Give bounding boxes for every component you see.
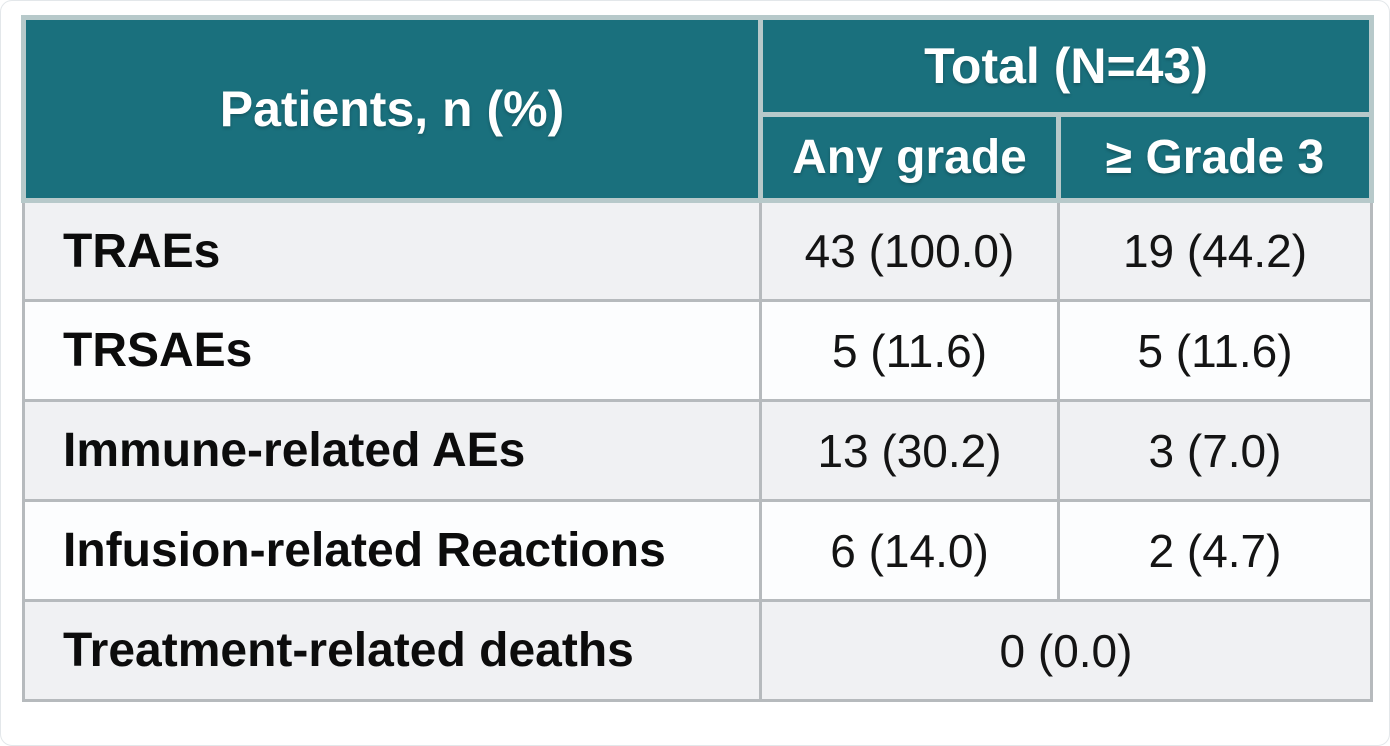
table-row-immune-related-aes: Immune-related AEs 13 (30.2) 3 (7.0) xyxy=(22,399,1373,502)
table-body: TRAEs 43 (100.0) 19 (44.2) TRSAEs 5 (11.… xyxy=(22,199,1373,702)
row-label: TRSAEs xyxy=(22,299,762,402)
row-label: Immune-related AEs xyxy=(22,399,762,502)
grade-3-plus-value: 3 (7.0) xyxy=(1057,399,1373,502)
table-row-trsaes: TRSAEs 5 (11.6) 5 (11.6) xyxy=(22,299,1373,402)
grade-3-plus-value: 5 (11.6) xyxy=(1057,299,1373,402)
adverse-events-table: Patients, n (%) Total (N=43) Any grade ≥… xyxy=(21,15,1374,702)
row-label: Treatment-related deaths xyxy=(22,599,762,702)
grade-3-plus-value: 19 (44.2) xyxy=(1057,199,1373,302)
table-row-infusion-related-reactions: Infusion-related Reactions 6 (14.0) 2 (4… xyxy=(22,499,1373,602)
corner-header-patients: Patients, n (%) xyxy=(21,15,763,203)
column-header-any-grade: Any grade xyxy=(758,112,1061,203)
grade-3-plus-value: 2 (4.7) xyxy=(1057,499,1373,602)
table-row-traes: TRAEs 43 (100.0) 19 (44.2) xyxy=(22,199,1373,302)
table-header: Patients, n (%) Total (N=43) Any grade ≥… xyxy=(21,15,1374,203)
any-grade-value: 6 (14.0) xyxy=(759,499,1060,602)
merged-total-value: 0 (0.0) xyxy=(759,599,1373,702)
header-row-sub: Any grade ≥ Grade 3 xyxy=(24,112,1374,203)
column-header-grade-3-plus: ≥ Grade 3 xyxy=(1056,112,1374,203)
any-grade-value: 13 (30.2) xyxy=(759,399,1060,502)
row-label: Infusion-related Reactions xyxy=(22,499,762,602)
header-row-group: Patients, n (%) Total (N=43) xyxy=(21,15,1374,203)
table-row-treatment-related-deaths: Treatment-related deaths 0 (0.0) xyxy=(22,599,1373,702)
any-grade-value: 5 (11.6) xyxy=(759,299,1060,402)
any-grade-value: 43 (100.0) xyxy=(759,199,1060,302)
row-label: TRAEs xyxy=(22,199,762,302)
group-header-total: Total (N=43) xyxy=(758,15,1374,117)
